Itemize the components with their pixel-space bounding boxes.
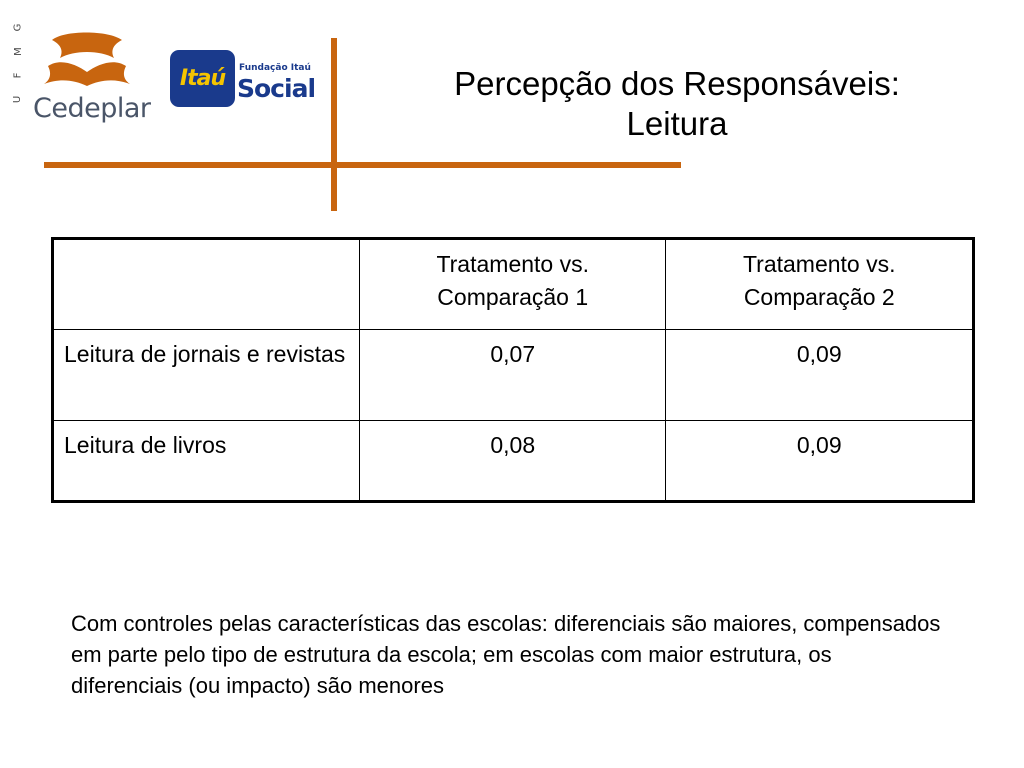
table-row: Leitura de jornais e revistas 0,07 0,09: [52, 329, 974, 421]
cell-value: 0,08: [358, 420, 667, 502]
ufmg-letter: G: [12, 23, 24, 32]
accent-horizontal-bar: [44, 162, 681, 168]
ufmg-vertical-label: G M F U: [8, 22, 28, 105]
title-line-2: Leitura: [626, 105, 728, 142]
footnote-text: Com controles pelas características das …: [71, 611, 941, 698]
cell-value: 0,09: [665, 420, 974, 502]
slide-title: Percepção dos Responsáveis: Leitura: [392, 64, 962, 144]
cell-value: 0,07: [358, 329, 667, 421]
ufmg-letter: U: [12, 95, 24, 104]
fundacao-label: Fundação Itaú: [239, 63, 311, 73]
header-cell-comparison-2: Tratamento vs. Comparação 2: [665, 238, 974, 330]
accent-vertical-bar: [331, 38, 337, 211]
header-cell-empty: [52, 238, 360, 330]
itau-logo-icon: Itaú: [170, 50, 235, 107]
ufmg-letter: F: [12, 72, 24, 79]
table-row: Leitura de livros 0,08 0,09: [52, 420, 974, 502]
header-cell-comparison-1: Tratamento vs. Comparação 1: [358, 238, 667, 330]
cell-value: 0,09: [665, 329, 974, 421]
row-label: Leitura de jornais e revistas: [52, 329, 360, 421]
title-line-1: Percepção dos Responsáveis:: [454, 65, 900, 102]
row-label: Leitura de livros: [52, 420, 360, 502]
itau-wordmark: Itaú: [179, 66, 226, 91]
results-table: Tratamento vs. Comparação 1 Tratamento v…: [51, 237, 975, 503]
cedeplar-wordmark: Cedeplar: [33, 93, 151, 124]
cedeplar-logo-icon: [44, 32, 130, 86]
social-wordmark: Social: [237, 74, 316, 103]
ufmg-letter: M: [12, 47, 24, 56]
table-header-row: Tratamento vs. Comparação 1 Tratamento v…: [52, 238, 974, 330]
